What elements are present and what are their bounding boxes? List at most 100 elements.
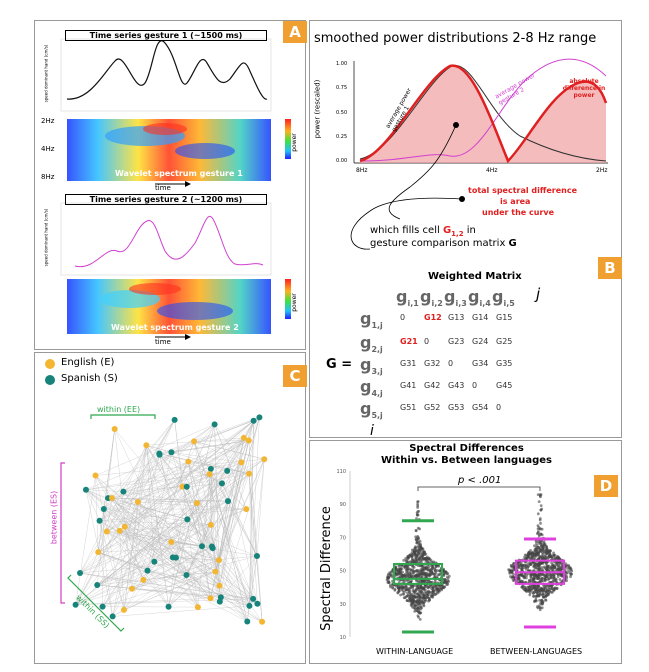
y-tick-label: 10: [340, 635, 346, 641]
network-edge: [186, 483, 222, 487]
network-edge: [186, 486, 211, 599]
data-point: [556, 575, 560, 578]
network-edge: [137, 419, 175, 503]
spanish-node: [120, 488, 127, 495]
english-node: [140, 576, 147, 583]
network-edge: [108, 424, 215, 499]
network-edge: [212, 462, 242, 549]
matrix-cell: G45: [496, 381, 513, 390]
data-point: [540, 573, 544, 576]
data-point: [539, 504, 543, 508]
data-point: [425, 593, 429, 597]
data-point: [417, 596, 421, 600]
network-edge: [210, 468, 229, 502]
data-point: [517, 564, 521, 567]
data-point: [406, 557, 410, 560]
matrix-cell: G23: [448, 337, 465, 346]
data-point: [413, 575, 416, 579]
network-edge: [221, 483, 247, 510]
network-edge: [159, 440, 249, 455]
power-label-1: power: [290, 133, 298, 152]
matrix-cell: G14: [472, 313, 489, 322]
network-edge: [159, 453, 213, 549]
data-point: [447, 580, 451, 583]
data-point: [416, 534, 420, 538]
network-edge: [106, 437, 244, 532]
network-edge: [146, 445, 203, 547]
data-point: [415, 600, 419, 604]
english-node: [207, 521, 214, 528]
network-edge: [95, 424, 215, 476]
network-edge: [80, 572, 254, 600]
spanish-node: [82, 486, 89, 493]
data-point: [395, 570, 399, 573]
data-point: [429, 559, 433, 563]
network-edge: [75, 419, 175, 605]
network-edge: [103, 508, 258, 604]
network-edge: [219, 585, 248, 622]
data-point: [532, 565, 536, 569]
data-point: [527, 590, 531, 593]
network-edge: [95, 475, 220, 586]
chart-title: Spectral Differences: [409, 443, 524, 454]
data-point: [569, 575, 572, 579]
y-tick-label: 30: [340, 602, 346, 608]
data-point: [537, 594, 541, 598]
data-point: [511, 578, 515, 582]
data-point: [416, 553, 419, 556]
data-point: [393, 587, 397, 591]
data-point: [389, 574, 393, 578]
g-equals: G =: [326, 357, 353, 372]
data-point: [415, 592, 419, 596]
data-point: [527, 585, 530, 589]
data-point: [407, 591, 411, 594]
power-ylabel: power (rescaled): [313, 79, 322, 139]
data-point: [414, 589, 418, 592]
between-es-label: between (ES): [49, 490, 59, 545]
network-edge: [98, 500, 229, 553]
network-edge: [201, 468, 212, 547]
network-edge: [154, 557, 173, 562]
network-edge: [186, 440, 249, 576]
spanish-node: [183, 483, 190, 490]
data-point: [535, 532, 539, 535]
data-point: [551, 567, 555, 571]
fills-sub: 1,2: [451, 230, 464, 238]
data-point: [536, 606, 540, 610]
spanish-node: [216, 598, 223, 605]
data-point: [553, 565, 557, 569]
legend-english-dot: [45, 359, 55, 369]
data-point: [397, 564, 401, 568]
data-point: [416, 513, 420, 517]
time-label-1: time: [155, 184, 171, 192]
data-point: [443, 585, 446, 589]
network-edge: [154, 473, 250, 562]
network-edge: [168, 574, 187, 607]
network-edge: [106, 531, 187, 576]
matrix-col-header: gi,4: [468, 287, 491, 309]
spanish-node: [156, 451, 163, 458]
data-point: [418, 549, 422, 553]
spanish-node: [96, 517, 103, 524]
network-edge: [97, 459, 265, 586]
english-node: [240, 434, 247, 441]
network-edge: [159, 454, 187, 576]
english-node: [212, 568, 219, 575]
weighted-title: Weighted Matrix: [428, 271, 522, 282]
network-edge: [172, 473, 250, 558]
matrix-cell: G54: [472, 403, 489, 412]
matrix-j-label: j: [536, 285, 541, 303]
y-tick-1: 1.00: [336, 61, 348, 67]
network-edge: [123, 445, 147, 610]
spanish-node: [224, 498, 231, 505]
network-edge: [159, 453, 199, 608]
spanish-node: [165, 603, 172, 610]
network-edge: [85, 489, 124, 492]
data-point: [416, 510, 420, 514]
panel-a: A Time series gesture 1 (~1500 ms) Time …: [34, 20, 307, 350]
data-point: [415, 555, 419, 559]
data-point: [532, 594, 535, 598]
data-point: [417, 571, 421, 575]
data-point: [547, 564, 551, 568]
data-point: [534, 594, 538, 598]
